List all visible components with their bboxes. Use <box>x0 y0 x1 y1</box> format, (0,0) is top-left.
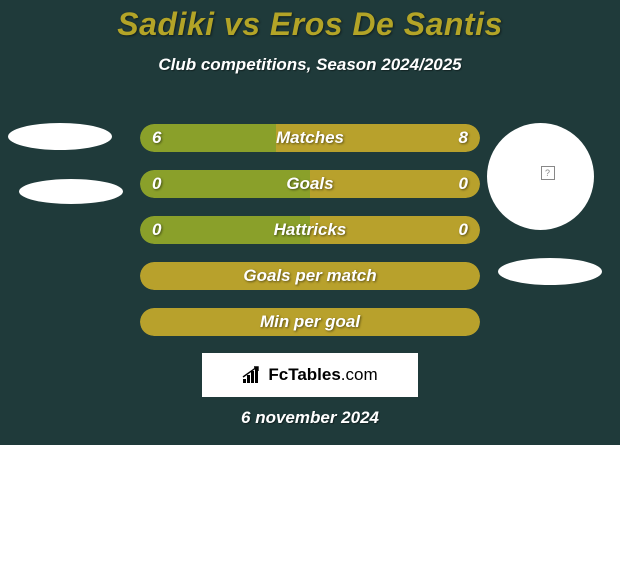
subtitle: Club competitions, Season 2024/2025 <box>0 55 620 75</box>
stat-bar-row: Matches6 8 <box>140 124 480 152</box>
right-player-photo: ? <box>487 123 594 230</box>
stat-bar-row: Goals0 0 <box>140 170 480 198</box>
bar-value-left: 0 <box>152 216 161 244</box>
bar-label: Hattricks <box>140 216 480 244</box>
bar-value-right: 8 <box>459 124 468 152</box>
bar-value-right: 0 <box>459 170 468 198</box>
brand-domain: .com <box>341 365 378 384</box>
left-player-ellipse-2 <box>19 179 123 204</box>
image-placeholder-icon: ? <box>541 166 555 180</box>
stat-bars: Matches68Goals00Hattricks00Goals per mat… <box>140 124 480 354</box>
bar-label: Matches <box>140 124 480 152</box>
bar-value-left: 6 <box>152 124 161 152</box>
bar-label: Min per goal <box>140 308 480 336</box>
brand-icon <box>242 366 264 384</box>
bar-value-left: 0 <box>152 170 161 198</box>
stat-bar-row: Goals per match <box>140 262 480 290</box>
stat-bar-row: Min per goal <box>140 308 480 336</box>
brand-text: FcTables.com <box>268 365 377 385</box>
left-player-ellipse-1 <box>8 123 112 150</box>
bar-value-right: 0 <box>459 216 468 244</box>
right-player-ellipse-2 <box>498 258 602 285</box>
stat-bar-row: Hattricks0 0 <box>140 216 480 244</box>
brand-name: FcTables <box>268 365 340 384</box>
comparison-stage: Sadiki vs Eros De Santis Club competitio… <box>0 0 620 445</box>
bar-label: Goals per match <box>140 262 480 290</box>
page-title: Sadiki vs Eros De Santis <box>0 0 620 43</box>
bar-label: Goals <box>140 170 480 198</box>
date-text: 6 november 2024 <box>0 408 620 428</box>
brand-box: FcTables.com <box>202 353 418 397</box>
